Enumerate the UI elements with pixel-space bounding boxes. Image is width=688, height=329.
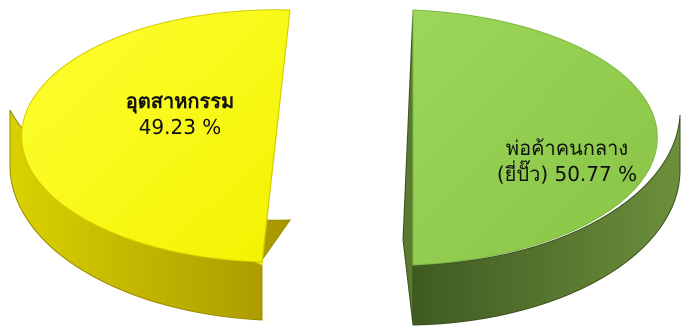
slice-label-middleman: พ่อค้าคนกลาง (ยี่ปั๊ว) 50.77 % xyxy=(462,135,672,187)
slice-industry-top-face xyxy=(21,9,291,263)
slice-name-middleman: พ่อค้าคนกลาง xyxy=(505,136,629,160)
slice-value-middleman: (ยี่ปั๊ว) 50.77 % xyxy=(496,162,638,186)
slice-middleman-side xyxy=(412,114,681,326)
slice-value-industry: 49.23 % xyxy=(138,115,222,139)
slice-middleman xyxy=(402,9,681,326)
slice-industry xyxy=(9,9,291,321)
slice-middleman-inner-edge xyxy=(402,9,414,326)
slice-name-industry: อุตสาหกรรม xyxy=(125,89,235,113)
slice-label-industry: อุตสาหกรรม 49.23 % xyxy=(95,88,265,140)
slice-middleman-top-face xyxy=(412,9,658,266)
